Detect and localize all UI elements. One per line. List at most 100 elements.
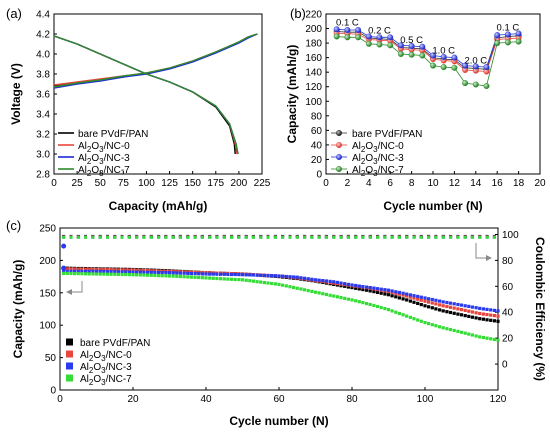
capacity-point [383,292,387,296]
capacity-point [102,268,106,272]
efficiency-point [281,235,285,239]
rate-annotation: 0.1 C [497,23,520,34]
legend-label-a-part: /NC-3 [104,153,131,164]
capacity-point [182,275,186,279]
efficiency-point [266,235,270,239]
capacity-point [157,274,161,278]
capacity-point [69,267,73,271]
capacity-point [146,270,150,274]
capacity-point [328,293,332,297]
legend-marker-c [66,362,73,370]
x-tick-label: 4 [366,178,372,189]
y-tick-label: 3.2 [36,130,50,141]
capacity-point [226,272,230,276]
data-point [472,81,479,88]
data-point [397,42,404,49]
panel-c: (c) 0 20 40 60 80 100 120 0 50 100 150 200 250 0 20 40 6… [6,218,547,428]
capacity-point [448,301,453,305]
efficiency-point [84,235,87,239]
capacity-point [270,274,274,278]
capacity-point [445,300,449,305]
x-axis-label-c: Cycle number (N) [229,414,328,428]
capacity-point [208,276,212,280]
capacity-point [317,278,321,282]
capacity-point [401,297,405,301]
capacity-point [204,276,208,280]
capacity-point [94,267,99,272]
rate-annotation: 0.2 C [368,26,391,37]
capacity-point [441,326,445,330]
capacity-point [266,274,270,278]
series-points-b [333,26,522,89]
capacity-point [277,282,281,286]
y-tick-label: 140 [305,68,322,79]
efficiency-point [230,235,234,239]
x-tick-label: 75 [118,178,130,189]
capacity-point [80,267,84,271]
capacity-point [481,312,485,316]
capacity-point [135,273,139,277]
capacity-point [350,286,354,290]
y-tick-label: 3.4 [36,110,50,121]
capacity-point [419,319,423,323]
capacity-point [485,318,489,322]
capacity-point [138,270,142,274]
legend-label-a-part: Al [78,153,87,164]
capacity-point [135,270,139,274]
capacity-point [357,284,361,288]
capacity-point [153,273,157,277]
legend-label-b-part: Al [352,141,361,152]
capacity-point [91,269,95,273]
capacity-point [328,279,332,283]
legend-label-c-part: 2 [89,378,94,387]
efficiency-point [368,235,372,239]
y-tick-label: 200 [39,256,56,267]
efficiency-point [127,235,131,239]
capacity-point [354,299,358,303]
data-point [419,52,426,59]
capacity-point [200,276,204,280]
legend-label-a-part: O [91,141,99,152]
capacity-point [182,271,186,275]
capacity-point [489,313,493,317]
capacity-point [244,278,248,282]
data-point [430,62,437,69]
capacity-point [419,295,423,299]
line-charge-series-2 [53,33,258,89]
capacity-point [94,269,99,273]
capacity-point [397,296,401,300]
capacity-point [84,267,88,271]
capacity-point [489,337,493,341]
capacity-point [295,275,299,279]
capacity-point [346,282,350,286]
capacity-point [109,268,113,272]
first-cycle-efficiency-point [61,243,67,249]
data-point [355,34,362,41]
capacity-point [124,272,128,277]
capacity-point [459,308,464,312]
data-point [376,41,383,48]
capacity-point [109,270,113,274]
capacity-point [237,273,241,277]
capacity-point [459,303,464,307]
capacity-point [350,298,354,302]
efficiency-point [303,235,307,239]
data-point [333,33,340,40]
legend-label-c-part: Al [80,362,89,373]
y-tick-label: 4.4 [36,10,50,21]
efficiency-point [478,235,482,239]
capacity-point [80,269,84,273]
capacity-point [445,304,449,309]
capacity-point [193,272,197,276]
efficiency-point [376,235,380,239]
efficiency-point [492,235,496,239]
capacity-point [73,269,77,273]
legend-marker-b [336,129,343,136]
capacity-point [448,310,453,315]
x-tick-label: 80 [346,394,358,405]
capacity-point [335,280,339,284]
legend-label-c: bare PVdF/PAN [80,338,150,349]
capacity-point [412,317,416,321]
efficiency-point [178,235,182,239]
left-axis-arrow [70,281,83,293]
